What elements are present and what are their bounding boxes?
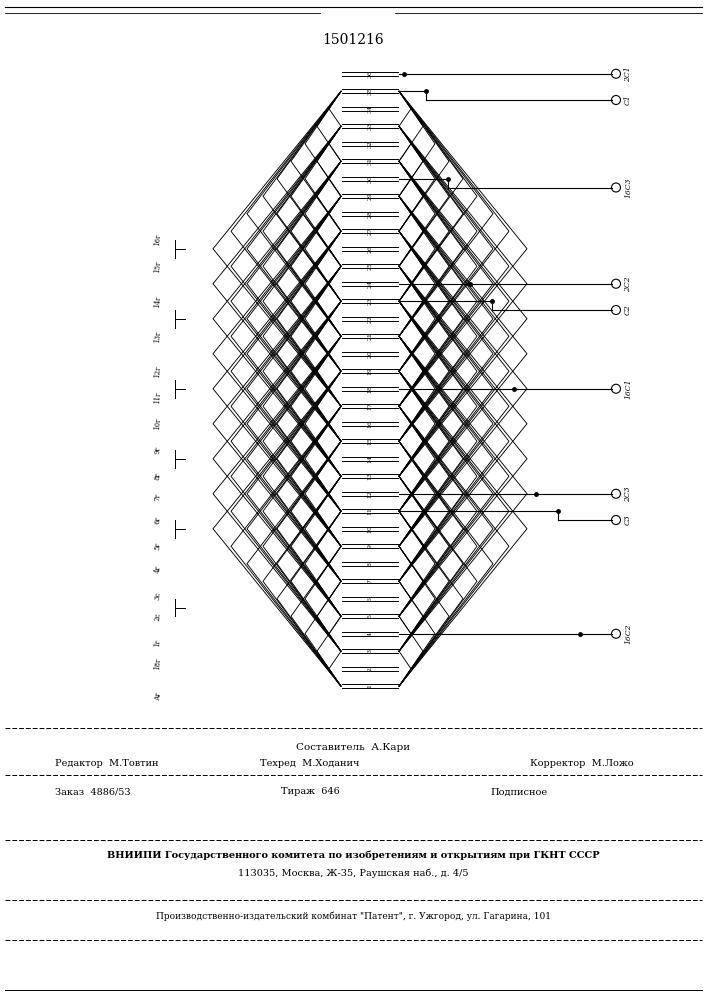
Text: С2: С2 xyxy=(624,305,632,315)
Text: 15: 15 xyxy=(368,437,373,445)
Text: 15г: 15г xyxy=(153,260,163,273)
Text: 27: 27 xyxy=(368,227,373,235)
Text: 26: 26 xyxy=(368,245,373,253)
Text: 32: 32 xyxy=(368,140,373,148)
Text: 1501216: 1501216 xyxy=(322,33,384,47)
Text: 8: 8 xyxy=(368,562,373,566)
Text: 5г: 5г xyxy=(153,542,163,551)
Text: 14: 14 xyxy=(368,455,373,463)
Text: Заказ  4886/53: Заказ 4886/53 xyxy=(55,788,131,796)
Text: 16С2: 16С2 xyxy=(624,624,632,644)
Text: 21: 21 xyxy=(368,332,373,340)
Text: 36: 36 xyxy=(368,70,373,78)
Text: 12: 12 xyxy=(368,490,373,498)
Text: Аг: Аг xyxy=(153,690,163,700)
Text: 3с: 3с xyxy=(153,591,163,600)
Text: С3: С3 xyxy=(624,515,632,525)
Text: ВНИИПИ Государственного комитета по изобретениям и открытиям при ГКНТ СССР: ВНИИПИ Государственного комитета по изоб… xyxy=(107,850,600,860)
Text: 20: 20 xyxy=(368,350,373,358)
Text: 1: 1 xyxy=(368,684,373,688)
Text: 23: 23 xyxy=(368,297,373,305)
Text: 11г: 11г xyxy=(153,391,163,404)
Text: 9: 9 xyxy=(368,544,373,548)
Text: 6г: 6г xyxy=(153,516,163,524)
Text: 7: 7 xyxy=(368,579,373,583)
Text: Тираж  646: Тираж 646 xyxy=(281,788,339,796)
Text: 113035, Москва, Ж-35, Раушская наб., д. 4/5: 113035, Москва, Ж-35, Раушская наб., д. … xyxy=(238,868,468,878)
Text: 30: 30 xyxy=(368,175,373,183)
Text: Корректор  М.Ложо: Корректор М.Ложо xyxy=(530,758,633,768)
Text: 4: 4 xyxy=(368,632,373,636)
Text: 6: 6 xyxy=(368,597,373,601)
Text: 29: 29 xyxy=(368,192,373,200)
Text: 28: 28 xyxy=(368,210,373,218)
Text: 11: 11 xyxy=(368,507,373,515)
Text: 10: 10 xyxy=(368,525,373,533)
Text: 34: 34 xyxy=(368,105,373,113)
Text: 22: 22 xyxy=(368,315,373,323)
Text: 16С3: 16С3 xyxy=(624,177,632,198)
Text: Производственно-издательский комбинат "Патент", г. Ужгород, ул. Гагарина, 101: Производственно-издательский комбинат "П… xyxy=(156,911,551,921)
Text: 2С2: 2С2 xyxy=(624,276,632,292)
Text: 8г: 8г xyxy=(153,472,163,481)
Text: Составитель  А.Кари: Составитель А.Кари xyxy=(296,744,410,752)
Text: 2: 2 xyxy=(368,667,373,671)
Text: 33: 33 xyxy=(368,122,373,130)
Text: 2с: 2с xyxy=(153,612,163,621)
Text: 31: 31 xyxy=(368,157,373,165)
Text: 13: 13 xyxy=(368,472,373,480)
Text: 35: 35 xyxy=(368,87,373,95)
Text: 1г: 1г xyxy=(153,638,163,647)
Text: 24: 24 xyxy=(368,280,373,288)
Text: 16г: 16г xyxy=(153,233,163,247)
Text: 17: 17 xyxy=(368,402,373,410)
Text: 25: 25 xyxy=(368,262,373,270)
Text: 18: 18 xyxy=(368,385,373,393)
Text: 2С3: 2С3 xyxy=(624,486,632,502)
Text: Техред  М.Ходанич: Техред М.Ходанич xyxy=(260,758,360,768)
Text: Редактор  М.Товтин: Редактор М.Товтин xyxy=(55,758,158,768)
Text: 12г: 12г xyxy=(153,365,163,378)
Text: 5: 5 xyxy=(368,614,373,618)
Text: 14г: 14г xyxy=(153,295,163,308)
Text: 13г: 13г xyxy=(153,330,163,343)
Text: 19: 19 xyxy=(368,367,373,375)
Text: 10г: 10г xyxy=(153,417,163,430)
Text: 2С1: 2С1 xyxy=(624,66,632,82)
Text: 16: 16 xyxy=(368,420,373,428)
Text: С1: С1 xyxy=(624,95,632,105)
Text: 9г: 9г xyxy=(153,446,163,454)
Text: Подписное: Подписное xyxy=(490,788,547,796)
Text: 18г: 18г xyxy=(153,657,163,670)
Text: 16С1: 16С1 xyxy=(624,378,632,399)
Text: 7г: 7г xyxy=(153,493,163,502)
Text: 4г: 4г xyxy=(153,565,163,573)
Text: 3: 3 xyxy=(368,649,373,653)
